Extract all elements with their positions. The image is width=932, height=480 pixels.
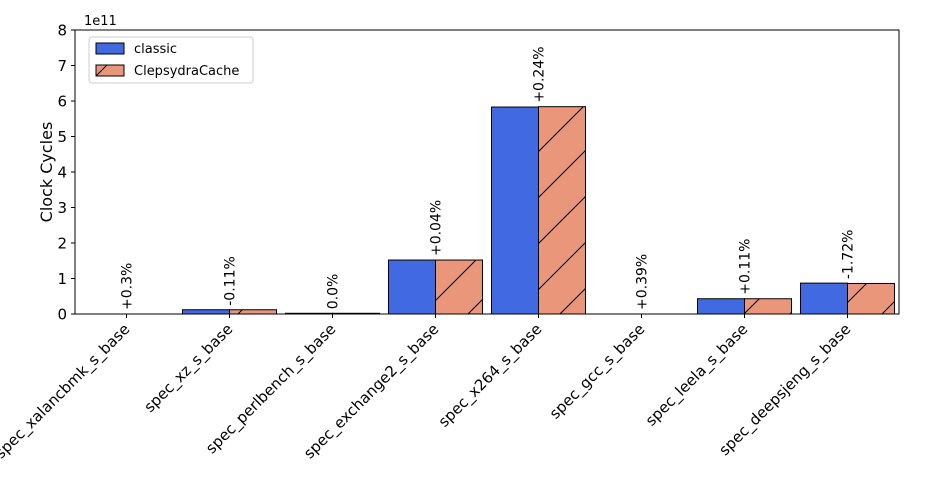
y-tick-label: 8 — [57, 22, 67, 40]
bar-hatch — [538, 106, 586, 315]
annotation-label: -1.72% — [841, 230, 857, 280]
bar-classic — [491, 106, 539, 315]
y-tick-label: 5 — [57, 128, 67, 146]
y-tick-label: 7 — [57, 57, 67, 75]
legend: classic ClepsydraCache — [88, 36, 254, 84]
legend-label-classic: classic — [134, 42, 177, 57]
annotation-label: +0.39% — [635, 254, 651, 310]
bar-hatch — [435, 260, 483, 314]
annotations-group: +0.3% -0.11% 0.0% +0.04% +0.24% +0.39% +0.11% -… — [120, 46, 857, 310]
bar-classic — [800, 282, 848, 315]
x-tick-label: spec_gcc_s_base — [546, 320, 649, 423]
bar-classic — [182, 309, 230, 315]
legend-label-clepsydracache: ClepsydraCache — [134, 64, 239, 79]
x-axis: spec_xalancbmk_s_base spec_xz_s_base spec_… — [0, 314, 855, 463]
bar-classic — [388, 259, 436, 315]
legend-swatch-classic — [95, 42, 125, 55]
y-tick-label: 2 — [57, 235, 67, 253]
y-offset-label: 1e11 — [84, 14, 117, 29]
y-tick-label: 6 — [57, 93, 67, 111]
y-tick-label: 4 — [57, 164, 67, 182]
annotation-label: +0.11% — [738, 239, 754, 295]
annotation-label: -0.11% — [223, 256, 239, 306]
legend-swatch-clepsydracache — [95, 64, 125, 77]
y-tick-label: 3 — [57, 199, 67, 217]
bar-hatch — [229, 309, 277, 314]
legend-swatch-hatch — [95, 64, 108, 77]
bar-classic — [697, 298, 745, 315]
x-tick-label: spec_xz_s_base — [140, 320, 237, 417]
legend-box — [88, 36, 254, 84]
x-tick-label: spec_xalancbmk_s_base — [0, 320, 134, 463]
y-tick-label: 1 — [57, 270, 67, 288]
y-tick-label: 0 — [57, 306, 67, 324]
annotation-label: +0.04% — [429, 200, 445, 256]
bar-hatch — [744, 298, 792, 314]
annotation-label: 0.0% — [326, 274, 342, 310]
x-tick-label: spec_leela_s_base — [642, 320, 752, 430]
y-axis: 0 1 2 3 4 5 6 7 8 — [57, 22, 75, 324]
bars-group — [79, 106, 895, 315]
x-tick-label: spec_x264_s_base — [435, 320, 546, 431]
annotation-label: +0.24% — [532, 46, 548, 102]
y-axis-title: Clock Cycles — [37, 122, 56, 223]
bar-hatch — [847, 283, 895, 314]
annotation-label: +0.3% — [120, 263, 136, 310]
